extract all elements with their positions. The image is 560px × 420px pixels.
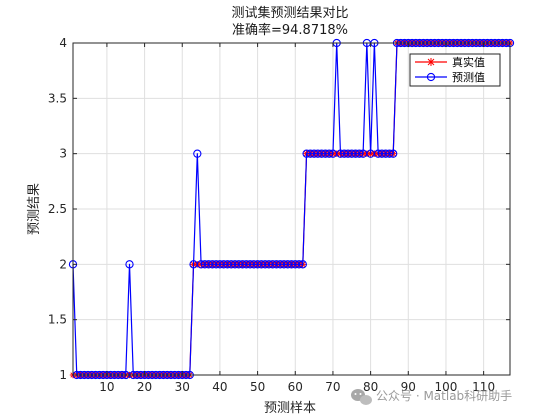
y-tick-label: 3 bbox=[59, 147, 67, 161]
x-tick-label: 80 bbox=[363, 380, 378, 394]
legend-label-pred: 预测值 bbox=[452, 71, 485, 84]
legend-label-true: 真实值 bbox=[452, 55, 485, 69]
x-tick-label: 70 bbox=[325, 380, 340, 394]
x-tick-label: 60 bbox=[288, 380, 303, 394]
y-tick-label: 1 bbox=[59, 368, 67, 382]
x-tick-label: 40 bbox=[212, 380, 227, 394]
y-tick-label: 3.5 bbox=[48, 91, 67, 105]
x-tick-label: 50 bbox=[250, 380, 265, 394]
data-point bbox=[385, 149, 394, 158]
y-axis-label: 预测结果 bbox=[27, 183, 42, 235]
data-point bbox=[389, 149, 398, 158]
wechat-icon bbox=[351, 389, 372, 405]
x-tick-label: 20 bbox=[137, 380, 152, 394]
x-tick-label: 110 bbox=[472, 380, 495, 394]
watermark: 公众号 · Matlab科研助手 bbox=[351, 389, 512, 405]
x-axis-label: 预测样本 bbox=[264, 401, 316, 416]
x-tick-label: 100 bbox=[435, 380, 458, 394]
data-point bbox=[298, 260, 307, 269]
data-point bbox=[193, 149, 202, 158]
legend: 真实值 预测值 bbox=[409, 53, 501, 87]
data-point bbox=[294, 260, 304, 269]
ticks: 10 20 30 40 50 60 70 80 90 100 110 1 1.5 2 2.5 3 3.5 4 bbox=[48, 36, 510, 394]
y-tick-label: 4 bbox=[59, 36, 67, 50]
legend-box bbox=[409, 53, 501, 87]
chart-title: 测试集预测结果对比 bbox=[231, 5, 348, 21]
y-tick-label: 2.5 bbox=[48, 202, 67, 216]
chart-subtitle: 准确率=94.8718% bbox=[232, 22, 348, 38]
x-tick-label: 30 bbox=[175, 380, 190, 394]
data-point bbox=[355, 149, 364, 158]
x-tick-label: 90 bbox=[401, 380, 416, 394]
y-tick-label: 1.5 bbox=[48, 313, 67, 327]
legend-marker-pred-icon bbox=[426, 72, 436, 82]
x-tick-label: 10 bbox=[99, 380, 114, 394]
data-point bbox=[325, 149, 334, 158]
watermark-text: 公众号 · Matlab科研助手 bbox=[376, 389, 512, 403]
grid bbox=[73, 42, 510, 376]
data-point bbox=[125, 260, 134, 269]
legend-marker-true-icon bbox=[427, 58, 435, 66]
y-tick-label: 2 bbox=[59, 257, 67, 271]
